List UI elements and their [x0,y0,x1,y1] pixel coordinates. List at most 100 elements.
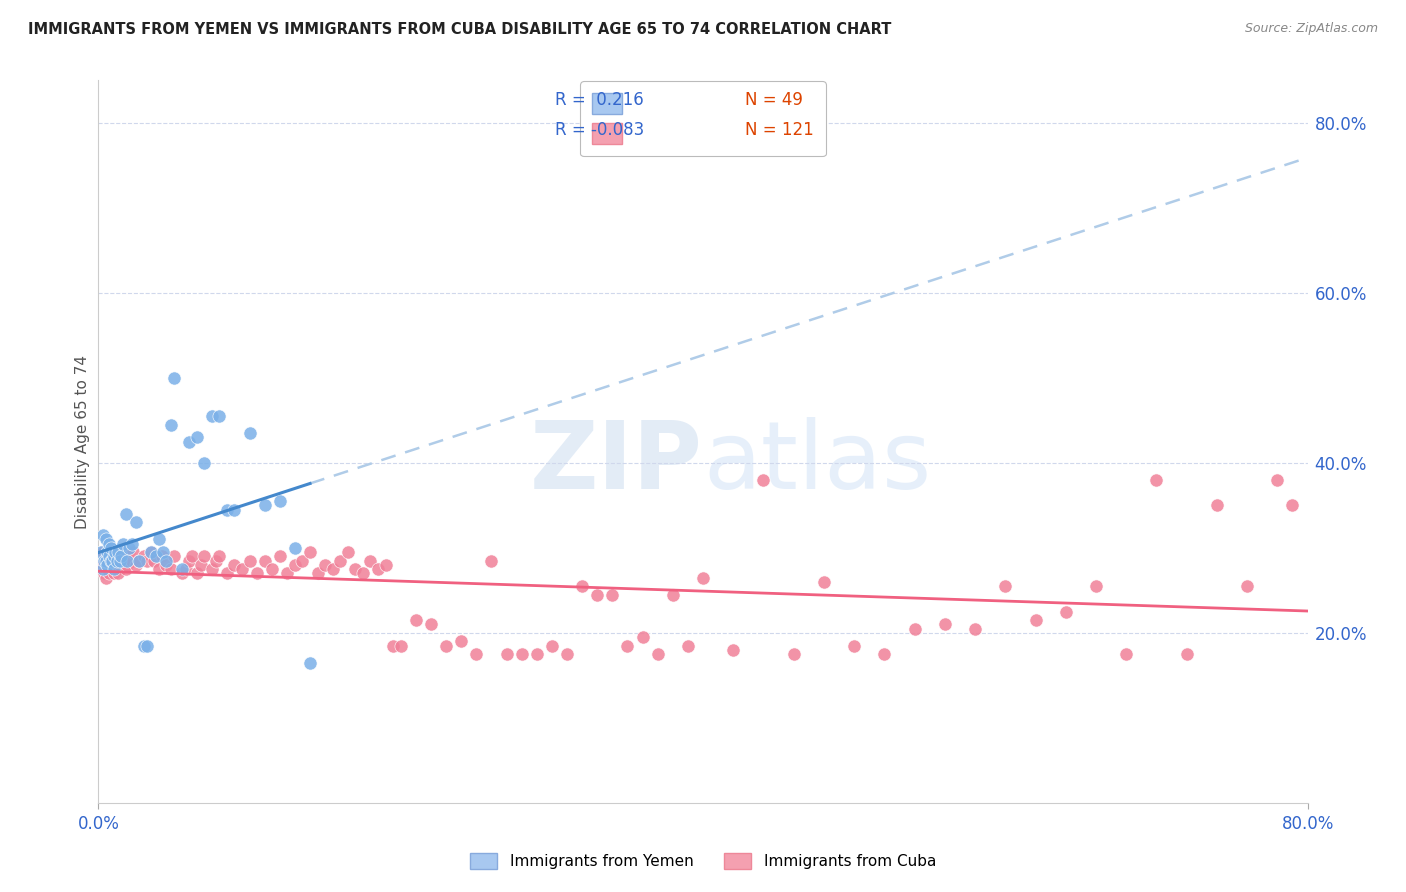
Point [1175,647,1198,661]
Point [94,553,117,567]
Point [934,617,956,632]
Point [239,425,262,440]
Point [132,549,155,564]
Point [208,409,231,423]
Point [91,545,114,559]
Point [231,562,253,576]
Point [148,533,170,547]
Point [224,558,246,572]
Point [141,545,163,559]
Point [94,533,117,547]
Point [360,553,382,567]
Point [676,639,699,653]
Point [661,588,683,602]
Point [193,549,215,564]
Point [91,562,114,576]
Point [96,558,118,572]
Point [201,562,224,576]
Point [434,639,457,653]
Point [122,545,145,559]
Point [179,553,201,567]
Point [1281,498,1303,512]
Point [107,566,129,581]
Point [208,549,231,564]
Point [98,536,121,550]
Point [114,507,136,521]
Point [186,430,208,444]
Point [179,434,201,449]
Point [90,545,112,559]
Point [111,536,134,550]
Point [752,473,775,487]
Y-axis label: Disability Age 65 to 74: Disability Age 65 to 74 [75,354,90,529]
Point [163,549,186,564]
Point [193,456,215,470]
Point [103,562,125,576]
Point [128,553,150,567]
Point [94,562,117,576]
Point [692,570,714,584]
Point [125,558,148,572]
Point [107,545,129,559]
Point [1267,473,1289,487]
Point [150,549,173,564]
Point [723,642,745,657]
Point [253,498,276,512]
Point [631,630,654,644]
Point [110,549,132,564]
Point [125,516,148,530]
Point [269,549,291,564]
Point [602,588,624,602]
Legend: Immigrants from Yemen, Immigrants from Cuba: Immigrants from Yemen, Immigrants from C… [464,847,942,875]
Point [1054,605,1077,619]
Point [90,562,112,576]
Point [844,639,866,653]
Point [100,541,122,555]
Point [647,647,669,661]
Point [128,553,150,567]
Point [352,566,374,581]
Point [1024,613,1046,627]
Point [367,562,389,576]
Point [329,553,352,567]
Point [155,553,177,567]
Point [121,553,143,567]
Point [994,579,1017,593]
Text: R = -0.083: R = -0.083 [555,121,645,139]
Point [299,545,322,559]
Point [215,566,238,581]
Point [96,545,118,559]
Point [389,639,412,653]
Point [813,574,835,589]
Point [555,647,578,661]
Point [96,545,118,559]
Point [526,647,548,661]
Point [174,562,197,576]
Point [110,545,132,559]
Point [100,558,122,572]
Point [155,558,177,572]
Point [98,566,121,581]
Point [269,494,291,508]
Text: Source: ZipAtlas.com: Source: ZipAtlas.com [1244,22,1378,36]
Point [1236,579,1258,593]
Point [105,562,128,576]
Point [104,553,127,567]
Point [262,562,284,576]
Point [148,562,170,576]
Point [1206,498,1229,512]
Point [420,617,443,632]
Point [284,558,307,572]
Point [253,553,276,567]
Point [152,545,174,559]
Point [93,566,115,581]
Point [96,558,118,572]
Point [314,558,336,572]
Point [160,562,183,576]
Point [374,558,396,572]
Text: R =  0.216: R = 0.216 [555,91,644,109]
Point [215,502,238,516]
Point [93,553,115,567]
Point [1144,473,1167,487]
Point [190,558,212,572]
